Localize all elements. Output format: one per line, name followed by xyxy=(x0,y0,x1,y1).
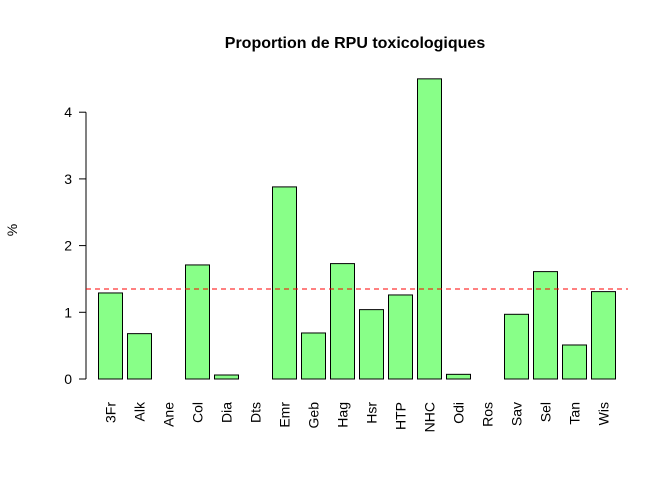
chart-title: Proportion de RPU toxicologiques xyxy=(225,35,486,52)
bar-Geb xyxy=(301,332,326,380)
category-label: HTP xyxy=(393,402,409,430)
category-label: Sav xyxy=(509,402,525,426)
bar-Hsr xyxy=(359,309,384,380)
bar-Alk xyxy=(127,333,152,380)
category-label: NHC xyxy=(422,402,438,432)
category-label: 3Fr xyxy=(103,402,119,423)
bar-HTP xyxy=(388,294,413,380)
bars xyxy=(98,78,616,380)
bar-Hag xyxy=(330,263,355,380)
category-label: Dia xyxy=(219,402,235,423)
category-label: Ane xyxy=(161,402,177,427)
bar-Col xyxy=(185,264,210,380)
bar-Sav xyxy=(504,313,529,380)
category-label: Ros xyxy=(480,402,496,427)
category-label: Geb xyxy=(306,402,322,429)
category-label: Dts xyxy=(248,402,264,423)
y-tick-label: 2 xyxy=(64,238,72,254)
bar-Sel xyxy=(533,271,558,380)
bar-NHC xyxy=(417,78,442,380)
category-labels: 3Fr Alk Ane Col Dia Dts Emr Geb Hag Hsr HTP NHC Odi R… xyxy=(103,401,612,432)
category-label: Sel xyxy=(538,402,554,422)
category-label: Hag xyxy=(335,402,351,428)
category-label: Alk xyxy=(132,401,148,421)
bar-Wis xyxy=(591,291,616,380)
bar-Odi xyxy=(446,373,471,380)
y-tick-label: 4 xyxy=(64,104,72,120)
bar-Emr xyxy=(272,186,297,380)
y-axis-label: % xyxy=(4,224,20,236)
category-label: Wis xyxy=(596,402,612,425)
category-label: Hsr xyxy=(364,402,380,424)
bar-Dia xyxy=(214,374,239,380)
category-label: Tan xyxy=(567,402,583,425)
y-tick-label: 0 xyxy=(64,371,72,387)
y-axis: 0 1 2 3 4 xyxy=(64,104,87,387)
bar-Tan xyxy=(562,344,587,380)
category-label: Odi xyxy=(451,402,467,424)
y-tick-label: 3 xyxy=(64,171,72,187)
y-tick-label: 1 xyxy=(64,304,72,320)
category-label: Col xyxy=(190,402,206,423)
bar-3Fr xyxy=(98,292,123,380)
category-label: Emr xyxy=(277,402,293,428)
